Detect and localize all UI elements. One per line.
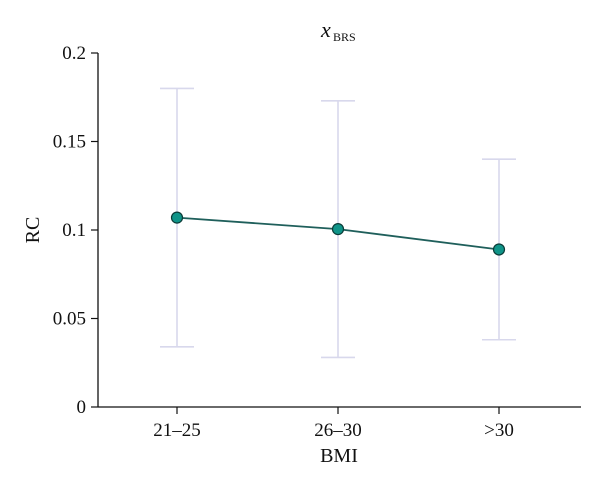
- chart-title-subscript: BRS: [333, 30, 356, 44]
- y-tick-label: 0.15: [53, 132, 86, 153]
- series-group: [170, 211, 506, 256]
- y-tick-label: 0.1: [62, 220, 86, 241]
- y-axis-title: RC: [22, 217, 44, 244]
- x-tick-label: 26–30: [314, 420, 362, 441]
- x-tick-label: >30: [484, 420, 514, 441]
- x-ticks: 21–25 26–30 >30: [153, 407, 514, 441]
- chart-title: x: [320, 17, 331, 42]
- data-point: [170, 211, 184, 224]
- x-tick-label: 21–25: [153, 420, 201, 441]
- y-ticks: 0 0.05 0.1 0.15 0.2: [53, 43, 98, 418]
- y-tick-label: 0: [77, 397, 87, 418]
- data-point: [492, 243, 506, 256]
- y-tick-label: 0.2: [62, 43, 86, 64]
- x-axis-title: BMI: [320, 445, 358, 467]
- y-tick-label: 0.05: [53, 309, 86, 330]
- error-bars: [160, 87, 516, 359]
- data-point: [331, 223, 345, 236]
